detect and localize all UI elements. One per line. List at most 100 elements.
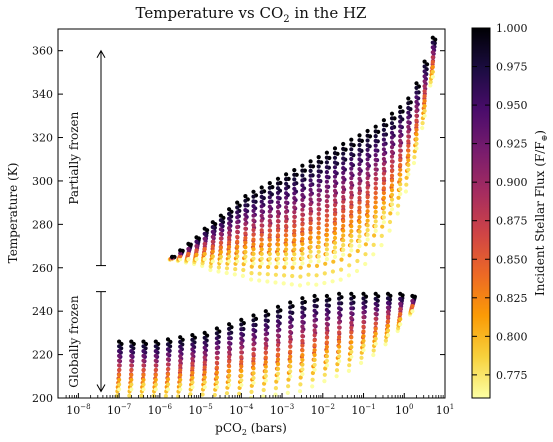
partially-frozen-point <box>332 250 338 255</box>
partially-frozen-point <box>194 239 199 244</box>
partially-frozen-point <box>243 198 248 203</box>
globally-frozen-point <box>263 360 268 365</box>
partially-frozen-point <box>373 157 378 162</box>
colorbar-tick-label: 0.850 <box>496 253 528 266</box>
partially-frozen-point <box>218 259 223 264</box>
x-tick-label: 10−5 <box>188 403 212 417</box>
partially-frozen-point <box>300 178 305 183</box>
partially-frozen-point <box>365 218 370 223</box>
partially-frozen-point <box>341 252 346 257</box>
partially-frozen-point <box>316 230 321 235</box>
partially-frozen-point <box>373 176 378 181</box>
partially-frozen-point <box>259 194 264 199</box>
partially-frozen-point <box>316 183 321 188</box>
globally-frozen-point <box>263 373 268 379</box>
partially-frozen-point <box>275 251 281 257</box>
globally-frozen-point <box>117 368 122 373</box>
globally-frozen-point <box>361 296 366 301</box>
partially-frozen-point <box>341 151 346 156</box>
partially-frozen-point <box>267 261 272 266</box>
globally-frozen-point <box>288 334 293 339</box>
partially-frozen-point <box>381 200 386 205</box>
partially-frozen-point <box>381 195 386 200</box>
globally-frozen-point <box>227 359 232 364</box>
partially-frozen-point <box>332 169 338 175</box>
globally-frozen-point <box>288 305 293 310</box>
partially-frozen-point <box>389 173 395 178</box>
partially-frozen-point <box>275 195 281 200</box>
partially-frozen-point <box>389 164 395 169</box>
partially-frozen-point <box>365 180 370 185</box>
partially-frozen-point <box>308 249 313 254</box>
partially-frozen-point <box>251 213 256 218</box>
partially-frozen-point <box>306 272 311 277</box>
globally-frozen-point <box>410 298 415 304</box>
partially-frozen-point <box>387 219 393 225</box>
partially-frozen-point <box>235 244 240 249</box>
partially-frozen-point <box>267 247 272 252</box>
globally-frozen-point <box>398 301 403 306</box>
partially-frozen-point <box>292 186 297 191</box>
partially-frozen-point <box>428 79 433 85</box>
globally-frozen-point <box>153 353 158 358</box>
partially-frozen-point <box>357 147 362 152</box>
globally-frozen-point <box>202 380 207 385</box>
partially-frozen-point <box>324 170 329 175</box>
partially-frozen-point <box>414 81 419 86</box>
globally-frozen-point <box>263 341 268 346</box>
globally-frozen-point <box>349 315 354 321</box>
globally-frozen-point <box>227 340 232 345</box>
globally-frozen-point <box>141 387 146 392</box>
globally-frozen-point <box>300 296 305 301</box>
globally-frozen-point <box>273 392 278 397</box>
partially-frozen-point <box>357 210 362 215</box>
globally-frozen-point <box>165 342 171 347</box>
partially-frozen-point <box>292 219 297 224</box>
globally-frozen-point <box>117 339 122 344</box>
partially-frozen-point <box>257 278 262 283</box>
globally-frozen-point <box>275 328 281 333</box>
partially-frozen-point <box>308 168 313 173</box>
globally-frozen-point <box>214 370 219 375</box>
globally-frozen-point <box>300 324 305 329</box>
partially-frozen-point <box>210 234 215 239</box>
partially-frozen-point <box>406 129 411 134</box>
partially-frozen-point <box>275 186 281 191</box>
globally-frozen-point <box>385 291 391 296</box>
partially-frozen-point <box>275 242 281 247</box>
partially-frozen-point <box>357 152 362 157</box>
partially-frozen-point <box>259 237 264 242</box>
partially-frozen-point <box>422 89 427 94</box>
partially-frozen-point <box>373 162 378 167</box>
partially-frozen-point <box>357 171 362 176</box>
partially-frozen-point <box>365 176 370 181</box>
globally-frozen-point <box>239 317 244 322</box>
partially-frozen-point <box>251 208 256 213</box>
globally-frozen-point <box>202 350 207 355</box>
partially-frozen-point <box>355 258 360 264</box>
partially-frozen-point <box>381 142 386 147</box>
globally-frozen-point <box>251 375 256 381</box>
partially-frozen-point <box>300 197 305 202</box>
globally-frozen-point <box>227 364 232 369</box>
partially-frozen-point <box>284 242 289 247</box>
globally-frozen-point <box>324 340 329 345</box>
partially-frozen-point <box>355 248 360 254</box>
partially-frozen-point <box>332 235 338 241</box>
globally-frozen-point <box>190 375 195 380</box>
partially-frozen-point <box>227 259 232 264</box>
globally-frozen-point <box>129 358 134 363</box>
partially-frozen-point <box>346 273 351 278</box>
partially-frozen-point <box>266 264 271 270</box>
partially-frozen-point <box>357 229 362 234</box>
partially-frozen-point <box>259 185 264 190</box>
globally-frozen-point <box>288 300 293 305</box>
globally-frozen-point <box>300 362 305 367</box>
globally-frozen-point <box>251 366 256 371</box>
globally-frozen-point <box>275 366 281 371</box>
globally-frozen-point <box>153 349 158 354</box>
globally-frozen-point <box>298 382 303 387</box>
y-axis-label: Temperature (K) <box>6 163 20 264</box>
partially-frozen-point <box>275 219 281 224</box>
partially-frozen-point <box>404 175 409 180</box>
